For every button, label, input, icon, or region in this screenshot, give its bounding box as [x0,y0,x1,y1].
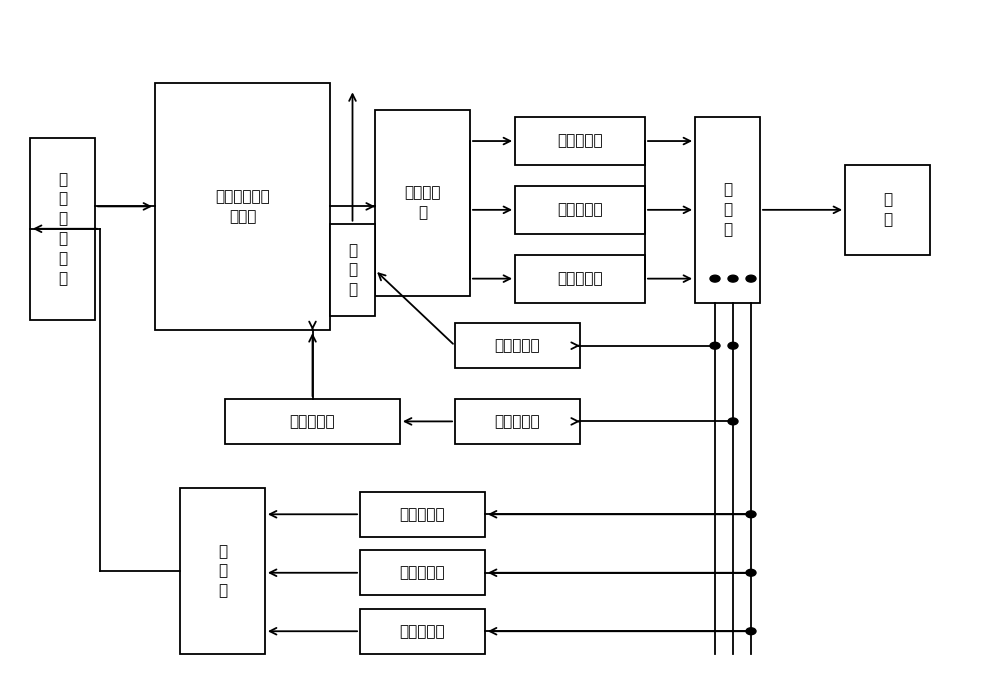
Bar [515,255,645,303]
Bar [360,492,485,537]
Bar [30,138,95,320]
Text: 频率比较器: 频率比较器 [557,133,603,149]
Text: 信号发生器: 信号发生器 [400,507,445,522]
Circle shape [710,342,720,350]
Bar [225,399,400,444]
Circle shape [728,275,738,282]
Text: 加
法
器: 加 法 器 [218,544,227,599]
Circle shape [746,627,756,634]
Bar [515,186,645,234]
Text: 频率比较器: 频率比较器 [557,202,603,217]
Text: 信号分离
器: 信号分离 器 [404,186,441,220]
Bar [515,117,645,165]
Bar [375,110,470,296]
Text: 信号发生器: 信号发生器 [400,566,445,580]
Text: 磁场控制器: 磁场控制器 [495,414,540,429]
Text: 输
出: 输 出 [883,193,892,227]
Bar [695,117,760,303]
Circle shape [746,510,756,518]
Bar [455,323,580,368]
Bar [330,224,375,316]
Circle shape [746,570,756,577]
Bar [155,83,330,330]
Text: 驱
动
磁
场
线
圈: 驱 动 磁 场 线 圈 [58,172,67,286]
Text: 信号发生器: 信号发生器 [400,624,445,638]
Bar [455,399,580,444]
Bar [360,550,485,595]
Circle shape [728,342,738,350]
Circle shape [710,275,720,282]
Text: 加
热
片: 加 热 片 [348,243,357,297]
Bar [360,609,485,654]
Circle shape [728,418,738,425]
Text: 频率比较器: 频率比较器 [557,271,603,286]
Text: 核磁共振陀螺
仪装置: 核磁共振陀螺 仪装置 [215,189,270,224]
Text: 运
算
器: 运 算 器 [723,182,732,237]
Circle shape [746,275,756,282]
Text: 温度控制器: 温度控制器 [495,338,540,353]
Bar [180,488,265,654]
Bar [845,165,930,255]
Text: 静磁场线圈: 静磁场线圈 [290,414,335,429]
